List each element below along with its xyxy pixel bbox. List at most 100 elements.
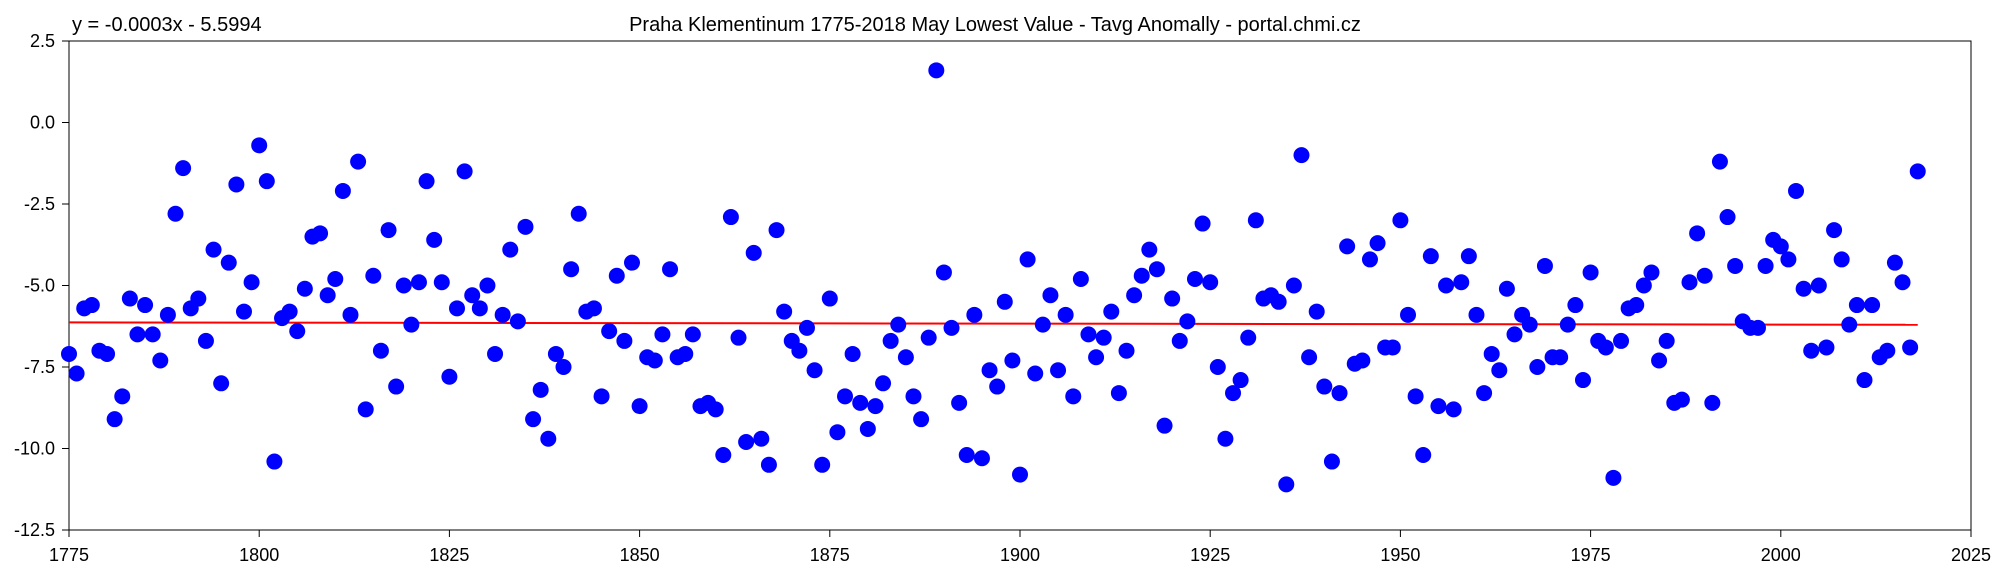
data-point (1095, 329, 1112, 346)
data-point (631, 398, 648, 415)
data-point (1635, 277, 1652, 294)
x-tick-label: 1975 (1571, 545, 1611, 565)
data-point (1559, 316, 1576, 333)
data-point (897, 349, 914, 366)
data-point (517, 218, 534, 235)
data-point (844, 345, 861, 362)
data-point (1788, 182, 1805, 199)
data-point (913, 411, 930, 428)
data-point (1902, 339, 1919, 356)
data-point (1643, 264, 1660, 281)
data-point (167, 205, 184, 222)
data-point (1027, 365, 1044, 382)
data-point (806, 362, 823, 379)
x-tick-label: 1950 (1380, 545, 1420, 565)
data-point (935, 264, 952, 281)
data-point (449, 300, 466, 317)
data-point (654, 326, 671, 343)
data-point (1879, 342, 1896, 359)
data-point (890, 316, 907, 333)
data-point (1308, 303, 1325, 320)
data-point (1445, 401, 1462, 418)
data-point (1453, 274, 1470, 291)
data-point (1673, 391, 1690, 408)
data-point (1848, 297, 1865, 314)
data-point (1392, 212, 1409, 229)
data-point (1202, 274, 1219, 291)
data-point (1179, 313, 1196, 330)
data-point (875, 375, 892, 392)
data-point (1597, 339, 1614, 356)
data-point (951, 394, 968, 411)
data-point (266, 453, 283, 470)
data-point (1613, 332, 1630, 349)
y-tick-label: 0.0 (30, 113, 55, 133)
y-tick-label: -10.0 (14, 439, 55, 459)
data-point (1217, 430, 1234, 447)
x-tick-label: 1775 (49, 545, 89, 565)
data-point (228, 176, 245, 193)
data-point (996, 293, 1013, 310)
data-point (608, 267, 625, 284)
data-point (342, 306, 359, 323)
data-point (1552, 349, 1569, 366)
data-point (410, 274, 427, 291)
data-point (388, 378, 405, 395)
data-point (1894, 274, 1911, 291)
data-point (243, 274, 260, 291)
data-point (1803, 342, 1820, 359)
data-point (593, 388, 610, 405)
y-tick-label: 2.5 (30, 31, 55, 51)
data-point (684, 326, 701, 343)
data-point (745, 244, 762, 261)
data-point (1719, 209, 1736, 226)
data-point (1240, 329, 1257, 346)
data-point (540, 430, 557, 447)
data-point (114, 388, 131, 405)
y-axis: 2.5 0.0 -2.5 -5.0 -7.5 -10.0 -12.5 (14, 31, 69, 540)
data-point (487, 345, 504, 362)
data-point (213, 375, 230, 392)
data-point (296, 280, 313, 297)
data-point (403, 316, 420, 333)
data-point (205, 241, 222, 258)
data-point (585, 300, 602, 317)
data-point (1316, 378, 1333, 395)
data-point (859, 420, 876, 437)
x-tick-label: 1825 (429, 545, 469, 565)
data-point (456, 163, 473, 180)
data-point (753, 430, 770, 447)
x-tick-label: 2000 (1761, 545, 1801, 565)
data-point (312, 225, 329, 242)
y-tick-label: -7.5 (24, 357, 55, 377)
data-point (190, 290, 207, 307)
data-point (715, 447, 732, 464)
data-point (479, 277, 496, 294)
data-point (418, 173, 435, 190)
data-point (1476, 385, 1493, 402)
data-point (882, 332, 899, 349)
data-point (730, 329, 747, 346)
data-point (1651, 352, 1668, 369)
data-point (1772, 238, 1789, 255)
data-point (1909, 163, 1926, 180)
data-point (1430, 398, 1447, 415)
data-point (1065, 388, 1082, 405)
data-point (1080, 326, 1097, 343)
data-point (1004, 352, 1021, 369)
data-point (471, 300, 488, 317)
data-point (1133, 267, 1150, 284)
data-point (1072, 270, 1089, 287)
data-point (814, 456, 831, 473)
data-point (1711, 153, 1728, 170)
data-point (152, 352, 169, 369)
data-point (281, 303, 298, 320)
data-point (502, 241, 519, 258)
data-point (547, 345, 564, 362)
data-point (197, 332, 214, 349)
data-point (1164, 290, 1181, 307)
data-point (707, 401, 724, 418)
y-tick-label: -5.0 (24, 276, 55, 296)
data-point (464, 287, 481, 304)
